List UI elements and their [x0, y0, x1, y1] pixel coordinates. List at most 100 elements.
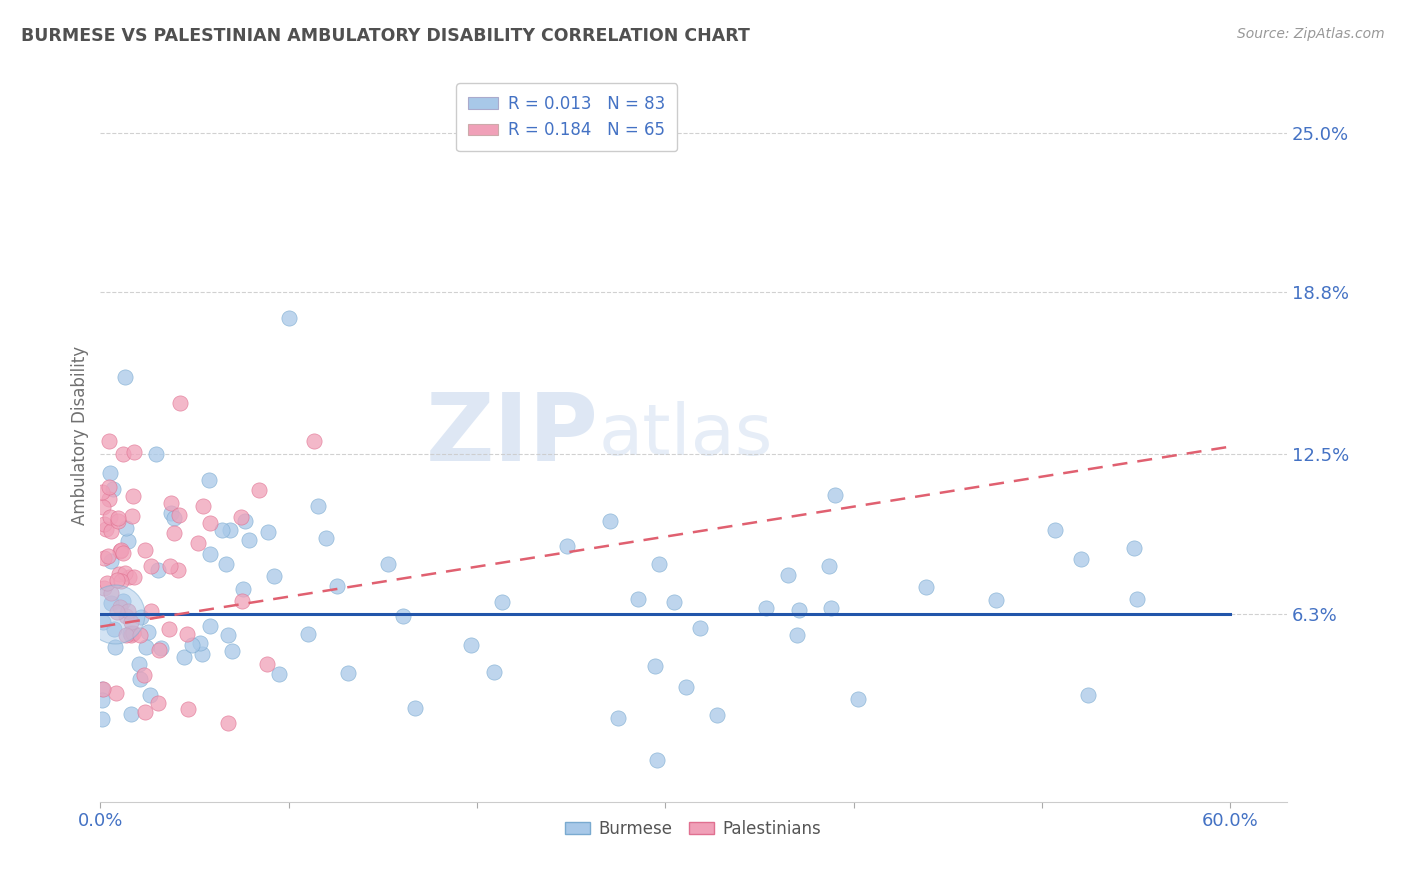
Point: [122, 626, 145, 640]
Point: [163, 511, 186, 525]
Point: [122, 570, 145, 584]
Point: [187, 536, 209, 550]
Point: [391, 609, 413, 624]
Text: ZIP: ZIP: [426, 389, 599, 481]
Point: [173, 650, 195, 665]
Point: [238, 533, 260, 548]
Point: [121, 488, 143, 502]
Point: [211, 523, 233, 537]
Point: [1126, 592, 1149, 607]
Point: [278, 311, 301, 326]
Point: [200, 547, 222, 561]
Text: BURMESE VS PALESTINIAN AMBULATORY DISABILITY CORRELATION CHART: BURMESE VS PALESTINIAN AMBULATORY DISABI…: [21, 27, 749, 45]
Point: [177, 702, 200, 716]
Point: [315, 531, 337, 545]
Point: [159, 558, 181, 573]
Point: [191, 499, 214, 513]
Point: [139, 688, 162, 702]
Point: [662, 595, 685, 609]
Point: [139, 604, 162, 618]
Point: [100, 596, 122, 610]
Point: [93, 582, 115, 596]
Point: [115, 520, 138, 534]
Point: [91, 682, 114, 697]
Point: [107, 510, 129, 524]
Point: [120, 706, 142, 721]
Point: [100, 554, 122, 568]
Point: [96, 576, 118, 591]
Point: [135, 640, 157, 654]
Point: [91, 615, 114, 629]
Point: [160, 496, 183, 510]
Point: [200, 516, 222, 530]
Point: [159, 507, 181, 521]
Point: [145, 447, 167, 461]
Point: [221, 644, 243, 658]
Point: [97, 549, 120, 563]
Point: [786, 628, 808, 642]
Point: [91, 712, 114, 726]
Point: [263, 568, 285, 582]
Point: [118, 570, 141, 584]
Point: [104, 607, 127, 621]
Point: [91, 500, 114, 515]
Point: [824, 488, 846, 502]
Point: [267, 666, 290, 681]
Point: [218, 523, 240, 537]
Point: [231, 593, 253, 607]
Point: [121, 508, 143, 523]
Point: [138, 624, 160, 639]
Point: [105, 573, 128, 587]
Point: [117, 604, 139, 618]
Point: [148, 697, 170, 711]
Point: [94, 522, 117, 536]
Point: [167, 563, 190, 577]
Point: [818, 558, 841, 573]
Point: [134, 705, 156, 719]
Point: [114, 370, 136, 384]
Point: [645, 753, 668, 767]
Point: [256, 524, 278, 539]
Point: [198, 473, 221, 487]
Point: [706, 708, 728, 723]
Point: [180, 638, 202, 652]
Point: [460, 638, 482, 652]
Point: [139, 558, 162, 573]
Point: [104, 640, 127, 654]
Point: [232, 582, 254, 596]
Point: [307, 499, 329, 513]
Point: [491, 595, 513, 609]
Point: [914, 580, 936, 594]
Point: [120, 626, 142, 640]
Point: [117, 534, 139, 549]
Point: [112, 594, 135, 608]
Point: [146, 563, 169, 577]
Point: [100, 586, 122, 600]
Point: [108, 566, 131, 581]
Point: [214, 558, 236, 572]
Point: [1045, 524, 1067, 538]
Point: [108, 543, 131, 558]
Point: [134, 667, 156, 681]
Point: [107, 515, 129, 529]
Point: [986, 593, 1008, 607]
Point: [404, 701, 426, 715]
Text: atlas: atlas: [599, 401, 773, 469]
Point: [128, 672, 150, 686]
Point: [191, 647, 214, 661]
Point: [200, 619, 222, 633]
Point: [91, 682, 114, 697]
Point: [110, 543, 132, 558]
Point: [302, 434, 325, 449]
Point: [169, 396, 191, 410]
Point: [848, 692, 870, 706]
Point: [167, 508, 190, 523]
Point: [689, 621, 711, 635]
Point: [159, 622, 181, 636]
Point: [626, 592, 648, 607]
Point: [91, 693, 114, 707]
Point: [755, 600, 778, 615]
Point: [1070, 552, 1092, 566]
Point: [787, 602, 810, 616]
Point: [108, 600, 131, 615]
